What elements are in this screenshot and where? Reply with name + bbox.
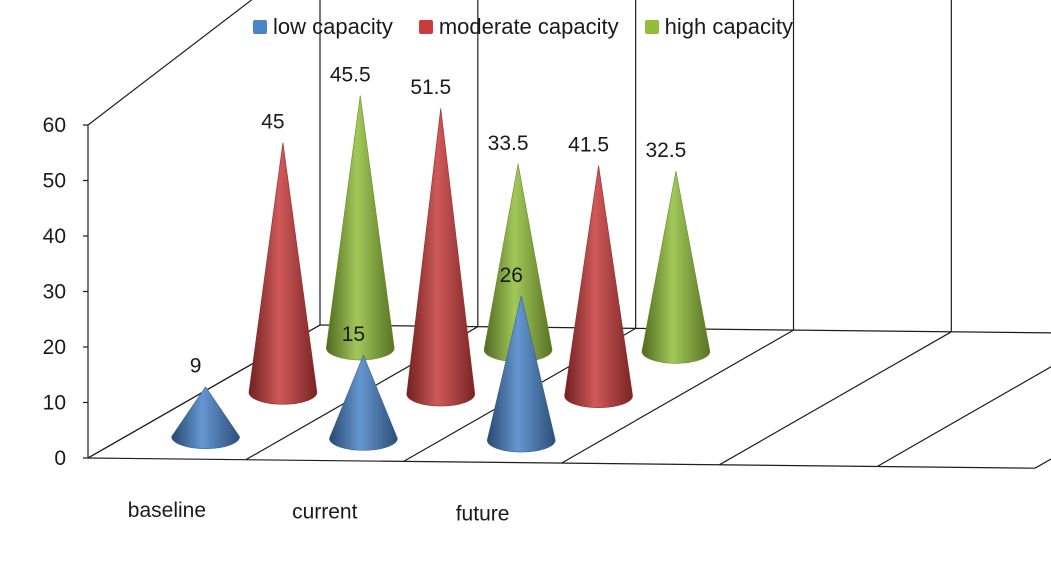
chart-walls	[87, 0, 1051, 334]
category-label: future	[456, 502, 510, 525]
legend-label-low: low capacity	[273, 14, 393, 39]
data-label: 45.5	[330, 63, 371, 86]
cone-marks	[171, 95, 711, 453]
legend-swatch-moderate	[418, 20, 433, 34]
y-tick-label: 10	[43, 392, 66, 415]
data-label: 41.5	[568, 133, 609, 156]
y-tick-label: 40	[43, 225, 66, 248]
cone-moderate-capacity-future	[564, 165, 633, 409]
data-label: 45	[261, 111, 284, 134]
category-label: baseline	[128, 499, 206, 522]
cone-moderate-capacity-baseline	[248, 142, 318, 405]
category-labels: baseline current future	[128, 499, 510, 525]
data-label: 51.5	[410, 76, 451, 99]
cone-low-capacity-future	[486, 295, 556, 453]
floor-right-edge	[1034, 458, 1051, 469]
cone-low-capacity-current	[329, 354, 398, 451]
floor-divider	[719, 331, 952, 466]
y-tick-label: 20	[43, 336, 66, 359]
legend-item-low: low capacity	[253, 14, 393, 40]
data-label: 32.5	[645, 139, 686, 162]
data-label: 26	[500, 264, 523, 287]
floor-divider	[561, 329, 794, 464]
y-tick-label: 0	[54, 447, 66, 470]
legend-swatch-low	[253, 20, 267, 34]
legend-item-high: high capacity	[644, 14, 794, 40]
data-label: 9	[190, 355, 202, 378]
cone-low-capacity-baseline	[171, 386, 240, 449]
legend-item-moderate: moderate capacity	[418, 14, 619, 40]
y-tick-label: 30	[43, 281, 66, 304]
data-label: 15	[342, 323, 365, 346]
floor-divider	[876, 366, 1051, 468]
data-label: 33.5	[488, 132, 529, 155]
y-tick-label: 60	[43, 114, 66, 137]
cone-high-capacity-baseline	[325, 95, 395, 361]
side-wall-top	[87, 0, 253, 126]
chart-legend: low capacity moderate capacity high capa…	[253, 14, 819, 40]
cone-moderate-capacity-current	[406, 108, 476, 407]
y-tick-label: 50	[43, 170, 66, 193]
legend-label-high: high capacity	[664, 14, 794, 39]
legend-label-moderate: moderate capacity	[438, 14, 619, 39]
data-labels: 45.5 33.5 32.5 45 51.5 41.5 9 15 26	[190, 63, 687, 377]
y-axis: 0 10 20 30 40 50 60	[43, 114, 89, 470]
cone-high-capacity-future	[641, 170, 711, 364]
legend-swatch-high	[644, 20, 659, 34]
category-label: current	[292, 501, 358, 524]
